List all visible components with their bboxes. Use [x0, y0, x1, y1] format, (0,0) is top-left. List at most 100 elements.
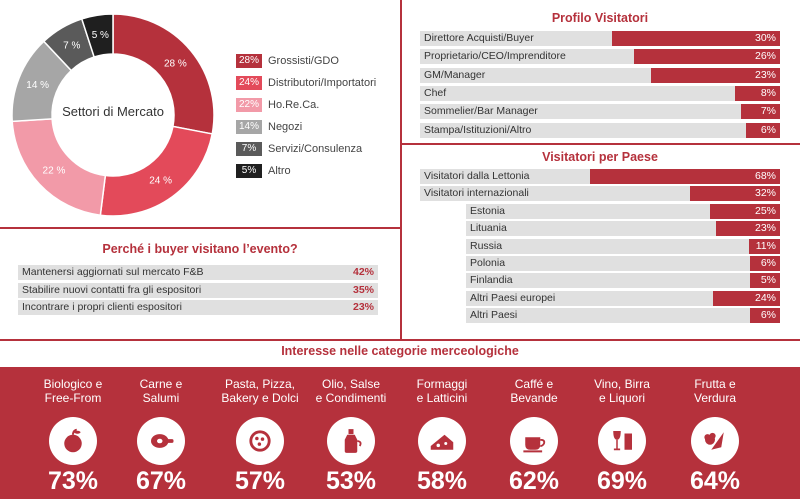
reason-row-label: Incontrare i propri clienti espositori	[22, 301, 182, 313]
profile-row-label: Stampa/Istituzioni/Altro	[424, 123, 532, 136]
reason-row: Stabilire nuovi contatti fra gli esposit…	[18, 282, 378, 298]
country-row-bar	[750, 256, 780, 271]
country-row: Altri Paesi 6%	[466, 308, 780, 324]
country-row-label: Russia	[470, 239, 503, 252]
profile-row-value: 23%	[754, 68, 776, 81]
profile-row-value: 7%	[760, 105, 776, 118]
category-percent: 73%	[47, 467, 99, 495]
donut-title: Settori di Mercato	[62, 104, 164, 119]
divider-bottom	[0, 339, 800, 341]
reason-row-value: 23%	[352, 301, 374, 313]
category-percent: 62%	[508, 467, 560, 495]
legend-label: Grossisti/GDO	[268, 55, 339, 67]
coffee-cup-icon	[510, 417, 558, 465]
country-row-bar	[749, 238, 780, 254]
category-item: Biologico e Free-From 73%	[25, 367, 121, 496]
country-row: Lituania 23%	[466, 221, 780, 237]
profile-row-value: 8%	[760, 86, 776, 99]
category-item: Carne e Salumi 67%	[113, 367, 209, 496]
donut-slice-label: 28 %	[164, 58, 187, 69]
category-interest-band: Biologico e Free-From 73% Carne e Salumi 67% P…	[0, 367, 800, 499]
legend-label: Servizi/Consulenza	[268, 143, 363, 155]
category-item: Caffé e Bevande 62%	[486, 367, 582, 496]
market-sectors-donut: 28 % 24 % 22 % 14 % 7 % 5 % Settori di Mercat…	[8, 10, 218, 220]
donut-slice	[99, 125, 214, 217]
country-row: Estonia 25%	[466, 203, 780, 219]
profile-row-bar	[746, 122, 780, 138]
vegetables-icon	[691, 417, 739, 465]
country-row-bar	[690, 186, 780, 202]
country-row: Finlandia 5%	[466, 273, 780, 289]
country-row-bar	[715, 221, 780, 237]
country-row: Visitatori dalla Lettonia 68%	[420, 169, 780, 184]
country-row-label: Altri Paesi	[470, 309, 518, 322]
legend-swatch: 24%	[236, 76, 262, 90]
profile-row-label: Proprietario/CEO/Imprenditore	[424, 50, 566, 63]
donut-svg: 28 % 24 % 22 % 14 % 7 % 5 %	[11, 13, 215, 217]
donut-slice-label: 7 %	[63, 40, 80, 51]
visitor-profile-title: Profilo Visitatori	[551, 11, 649, 25]
category-percent: 64%	[689, 467, 741, 495]
category-percent: 67%	[135, 467, 187, 495]
country-row-value: 24%	[754, 291, 776, 304]
profile-row-value: 6%	[760, 123, 776, 136]
country-row-label: Polonia	[470, 257, 506, 269]
category-name: Carne e Salumi	[139, 377, 183, 405]
profile-row: Stampa/Istituzioni/Altro 6%	[420, 122, 780, 138]
country-row: Russia 11%	[466, 238, 780, 254]
reason-row-label: Stabilire nuovi contatti fra gli esposit…	[22, 283, 202, 296]
category-interest-title: Interesse nelle categorie merceologiche	[281, 344, 519, 358]
donut-slice-label: 24 %	[149, 176, 172, 187]
legend-swatch: 28%	[236, 54, 262, 68]
country-row-label: Visitatori dalla Lettonia	[424, 170, 530, 182]
country-row-bar	[750, 273, 780, 289]
category-item: Pasta, Pizza, Bakery e Dolci 57%	[212, 367, 308, 496]
donut-slice	[112, 13, 215, 135]
profile-row-label: GM/Manager	[424, 68, 486, 81]
legend-item: 5% Altro	[236, 160, 376, 182]
legend-label: Negozi	[268, 121, 303, 133]
cheese-icon	[418, 417, 466, 465]
country-row-value: 5%	[760, 274, 776, 287]
legend-item: 24% Distributori/Importatori	[236, 72, 376, 94]
wine-glasses-icon	[598, 417, 646, 465]
category-percent: 58%	[416, 467, 468, 495]
reason-row-value: 35%	[352, 283, 374, 296]
category-percent: 53%	[325, 467, 377, 495]
country-row-value: 6%	[760, 257, 776, 269]
profile-row-value: 30%	[754, 32, 776, 44]
country-row: Polonia 6%	[466, 256, 780, 271]
country-row-value: 25%	[754, 204, 776, 217]
country-row-label: Visitatori internazionali	[424, 187, 529, 200]
legend-label: Altro	[268, 165, 291, 177]
legend-swatch: 7%	[236, 142, 262, 156]
country-row-label: Finlandia	[470, 274, 513, 287]
donut-slice-label: 22 %	[43, 165, 66, 176]
legend-item: 7% Servizi/Consulenza	[236, 138, 376, 160]
country-row-label: Lituania	[470, 222, 507, 235]
ham-icon	[137, 417, 185, 465]
legend-label: Ho.Re.Ca.	[268, 99, 320, 111]
profile-row: Chef 8%	[420, 85, 780, 101]
visitors-by-country-title: Visitatori per Paese	[542, 150, 658, 164]
reason-row: Incontrare i propri clienti espositori 23…	[18, 300, 378, 315]
oil-bottle-icon	[327, 417, 375, 465]
divider-left	[0, 227, 400, 229]
country-row-value: 6%	[760, 309, 776, 322]
buyer-reasons-title: Perché i buyer visitano l’evento?	[102, 242, 298, 256]
profile-row-bar	[634, 49, 780, 65]
country-row-value: 23%	[754, 222, 776, 235]
category-name: Biologico e Free-From	[43, 377, 103, 405]
profile-row-bar	[735, 85, 780, 101]
legend-item: 22% Ho.Re.Ca.	[236, 94, 376, 116]
donut-slice-label: 5 %	[92, 30, 109, 41]
legend-swatch: 5%	[236, 164, 262, 178]
category-name: Caffé e Bevande	[510, 377, 558, 405]
profile-row: GM/Manager 23%	[420, 67, 780, 83]
category-item: Formaggi e Latticini 58%	[394, 367, 490, 496]
donut-slice-label: 14 %	[26, 80, 49, 91]
reason-row-value: 42%	[352, 266, 374, 278]
country-row: Altri Paesi europei 24%	[466, 290, 780, 306]
category-name: Olio, Salse e Condimenti	[315, 377, 387, 405]
profile-row-value: 26%	[754, 50, 776, 63]
